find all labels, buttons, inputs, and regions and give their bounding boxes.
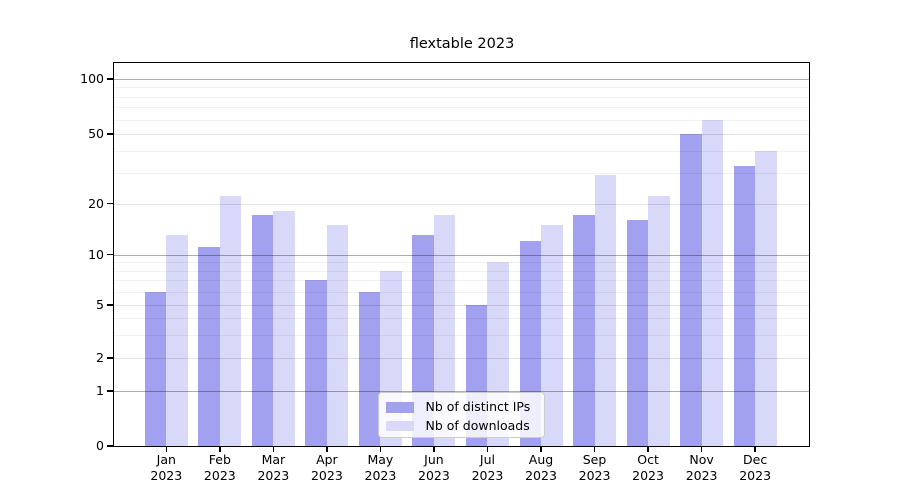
gridline-minor xyxy=(114,317,809,319)
y-tick-label: 20 xyxy=(88,195,104,211)
gridline-major xyxy=(114,391,809,392)
legend: Nb of distinct IPs Nb of downloads xyxy=(377,392,545,438)
bar-downloads-apr xyxy=(326,224,349,446)
x-tick-mark xyxy=(165,447,167,452)
bar-distinct-ips-sep xyxy=(573,215,595,446)
gridline-major xyxy=(114,254,809,256)
bar-downloads-dec xyxy=(755,150,777,446)
x-tick-label: Sep 2023 xyxy=(578,452,611,483)
y-tick-label: 2 xyxy=(96,350,104,365)
x-tick-mark xyxy=(593,447,596,452)
gridline-minor xyxy=(114,291,809,293)
x-tick-mark xyxy=(486,447,489,452)
x-tick-mark xyxy=(700,447,703,452)
gridline-major xyxy=(114,79,809,80)
bar-downloads-aug xyxy=(541,224,563,446)
x-tick-label: Jan 2023 xyxy=(150,452,183,483)
y-tick-label: 0 xyxy=(96,438,104,453)
chart-title: flextable 2023 xyxy=(409,36,515,52)
bar-downloads-sep xyxy=(594,175,617,446)
gridline-minor xyxy=(114,334,809,336)
bar-distinct-ips-apr xyxy=(305,280,327,446)
gridline-minor xyxy=(114,150,809,152)
gridline-minor xyxy=(114,262,809,264)
legend-swatch-downloads xyxy=(385,420,414,431)
x-tick-mark xyxy=(754,447,756,452)
y-tick-mark xyxy=(107,357,113,359)
bar-distinct-ips-nov xyxy=(680,134,702,446)
bar-distinct-ips-oct xyxy=(626,219,649,446)
x-tick-label: Feb 2023 xyxy=(203,452,236,483)
y-tick-mark xyxy=(107,390,113,392)
bar-distinct-ips-jan xyxy=(144,291,167,446)
bar-downloads-jan xyxy=(166,235,188,446)
bar-downloads-oct xyxy=(648,196,670,446)
y-tick-mark xyxy=(107,202,113,205)
x-tick-mark xyxy=(433,447,435,452)
gridline-minor xyxy=(114,270,809,272)
x-tick-mark xyxy=(326,447,328,452)
gridline-minor xyxy=(114,96,809,98)
gridline-mid xyxy=(114,305,809,306)
y-tick-mark xyxy=(107,133,113,135)
legend-item: Nb of downloads xyxy=(379,417,544,435)
gridline-minor xyxy=(114,107,809,109)
gridline-minor xyxy=(114,172,809,174)
x-tick-mark xyxy=(540,447,542,452)
x-tick-label: Mar 2023 xyxy=(257,452,290,483)
x-tick-label: Dec 2023 xyxy=(739,452,772,483)
gridline-minor xyxy=(114,87,809,89)
x-tick-label: Jun 2023 xyxy=(418,452,450,483)
bar-distinct-ips-dec xyxy=(733,165,756,446)
y-tick-label: 50 xyxy=(88,126,104,141)
legend-swatch-distinct-ips xyxy=(385,402,414,413)
y-tick-label: 5 xyxy=(96,297,104,312)
bar-distinct-ips-feb xyxy=(198,247,220,446)
x-tick-label: Nov 2023 xyxy=(685,452,718,483)
y-tick-mark xyxy=(107,445,113,447)
x-tick-mark xyxy=(379,447,382,452)
bar-downloads-feb xyxy=(219,196,242,446)
x-tick-mark xyxy=(647,447,649,452)
y-tick-label: 1 xyxy=(96,383,104,398)
x-tick-label: Aug 2023 xyxy=(525,452,557,483)
gridline-minor xyxy=(114,119,809,121)
bar-distinct-ips-may xyxy=(358,291,381,446)
legend-label: Nb of distinct IPs xyxy=(425,399,531,414)
x-tick-mark xyxy=(219,447,221,452)
gridline-mid xyxy=(114,134,809,135)
gridline-mid xyxy=(114,358,809,359)
bar-downloads-mar xyxy=(273,211,295,446)
y-tick-label: 100 xyxy=(80,71,104,86)
x-tick-label: Oct 2023 xyxy=(632,452,664,483)
legend-item: Nb of distinct IPs xyxy=(379,398,544,416)
x-tick-label: Apr 2023 xyxy=(310,452,343,483)
y-tick-mark xyxy=(107,78,113,80)
x-tick-label: Jul 2023 xyxy=(471,452,504,483)
y-tick-mark xyxy=(107,253,113,256)
bar-distinct-ips-mar xyxy=(251,215,274,446)
y-tick-label: 10 xyxy=(88,246,104,262)
x-tick-mark xyxy=(272,447,275,452)
legend-label: Nb of downloads xyxy=(425,417,530,433)
bar-downloads-nov xyxy=(701,119,724,446)
y-tick-mark xyxy=(107,304,113,306)
gridline-minor xyxy=(114,280,809,282)
x-tick-label: May 2023 xyxy=(364,452,397,483)
bar-downloads-jun xyxy=(433,215,456,446)
gridline-mid xyxy=(114,203,809,205)
